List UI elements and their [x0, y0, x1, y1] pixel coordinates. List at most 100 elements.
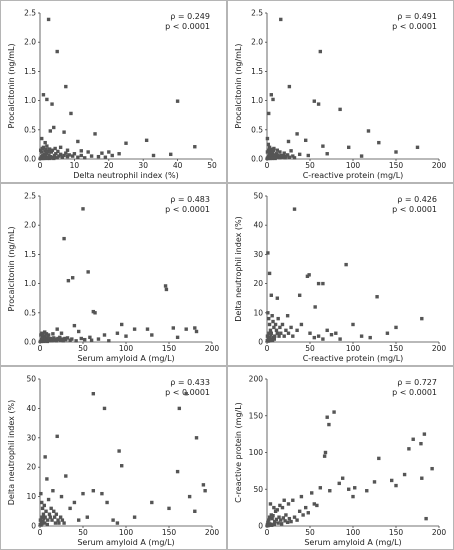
data-point — [272, 337, 277, 341]
data-point — [65, 154, 70, 159]
data-point — [96, 154, 101, 159]
data-point — [337, 481, 341, 486]
data-point — [282, 498, 286, 502]
data-point — [318, 49, 323, 54]
data-point — [43, 154, 48, 158]
data-point — [59, 331, 64, 335]
x-tick-label: 200 — [432, 161, 447, 170]
data-point — [49, 506, 53, 511]
data-point — [44, 509, 48, 513]
data-point — [169, 152, 173, 157]
data-point — [281, 154, 286, 158]
x-tick-label: 0 — [265, 344, 270, 353]
data-point — [45, 97, 49, 102]
data-point — [287, 155, 292, 159]
data-point — [292, 207, 297, 211]
x-tick-label: 50 — [78, 344, 88, 353]
data-point — [334, 331, 338, 335]
data-point — [411, 437, 415, 441]
data-point — [277, 515, 281, 519]
data-point — [163, 284, 168, 288]
data-point — [62, 521, 66, 525]
x-tick-label: 100 — [119, 528, 134, 537]
p-value: p < 0.0001 — [165, 22, 210, 31]
data-point — [46, 17, 51, 22]
data-point — [81, 491, 85, 496]
data-point — [69, 111, 73, 116]
data-point — [45, 339, 50, 344]
data-point — [145, 327, 150, 331]
data-point — [51, 332, 55, 336]
data-point — [55, 327, 59, 331]
x-tick-label: 50 — [207, 161, 217, 170]
data-point — [150, 333, 154, 337]
data-point — [407, 447, 411, 451]
data-point — [86, 150, 90, 154]
data-point — [372, 480, 377, 484]
data-point — [268, 338, 273, 342]
data-point — [273, 154, 278, 158]
data-point — [276, 316, 280, 321]
data-point — [325, 328, 329, 333]
rho-value: ρ = 0.249 — [170, 12, 210, 21]
data-point — [76, 139, 80, 144]
data-point — [144, 138, 149, 143]
data-point — [164, 287, 169, 292]
data-point — [47, 512, 52, 516]
data-point — [50, 102, 54, 106]
data-point — [368, 335, 372, 340]
data-point — [53, 337, 58, 341]
data-point — [272, 505, 276, 510]
x-tick-label: 200 — [205, 344, 220, 353]
data-point — [321, 337, 325, 341]
x-tick-label: 100 — [119, 344, 134, 353]
y-tick-label: 1.5 — [24, 250, 36, 259]
data-point — [58, 152, 63, 157]
data-point — [43, 521, 47, 525]
y-axis-title: Procalcitonin (ng/mL) — [7, 226, 16, 311]
x-axis-title: C-reactive protein (mg/L) — [303, 354, 404, 363]
data-point — [111, 518, 115, 522]
data-point — [312, 99, 316, 103]
data-point — [312, 502, 316, 506]
data-point — [270, 338, 275, 343]
data-point — [38, 518, 43, 522]
data-point — [322, 454, 327, 458]
data-point — [40, 339, 44, 343]
data-point — [267, 316, 271, 321]
y-tick-label: 2.5 — [24, 192, 36, 201]
p-value: p < 0.0001 — [392, 388, 437, 397]
data-point — [41, 145, 46, 150]
data-point — [390, 478, 394, 483]
rho-value: ρ = 0.426 — [397, 195, 437, 204]
data-point — [291, 498, 295, 502]
data-point — [91, 392, 96, 396]
data-point — [40, 500, 44, 505]
y-tick-label: 100 — [249, 448, 264, 457]
data-point — [424, 516, 428, 521]
y-axis-title: C-reactive protein (mg/L) — [234, 402, 243, 503]
data-point — [287, 84, 292, 89]
data-point — [289, 149, 293, 153]
data-point — [420, 476, 424, 480]
data-point — [72, 323, 77, 328]
data-point — [46, 149, 50, 154]
data-point — [70, 276, 75, 280]
data-point — [359, 154, 364, 158]
data-point — [305, 274, 310, 278]
data-point — [285, 314, 290, 318]
data-point — [45, 144, 49, 148]
data-point — [310, 491, 314, 495]
x-axis-title: Serum amyloid A (mg/L) — [77, 538, 174, 547]
data-point — [50, 518, 54, 522]
data-point — [287, 516, 292, 521]
data-point — [297, 293, 302, 297]
x-tick-label: 200 — [205, 528, 220, 537]
data-point — [43, 339, 48, 343]
data-point — [267, 145, 272, 150]
rho-value: ρ = 0.727 — [397, 378, 437, 387]
data-point — [266, 142, 270, 147]
x-tick-label: 100 — [346, 344, 361, 353]
